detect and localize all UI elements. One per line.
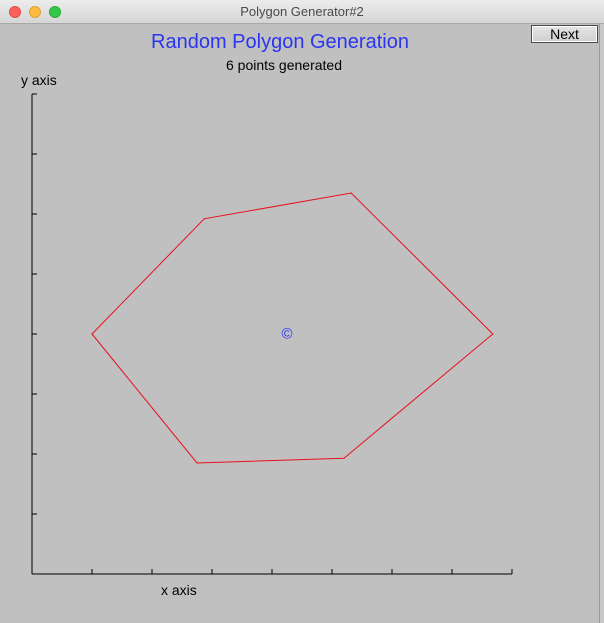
next-button[interactable]: Next — [531, 25, 598, 43]
polygon-vertices — [91, 192, 494, 464]
close-window-button[interactable] — [9, 6, 21, 18]
x-axis-label: x axis — [161, 582, 197, 598]
window-title: Polygon Generator#2 — [240, 4, 364, 19]
polygon-vertex — [350, 192, 352, 194]
axes — [31, 93, 513, 575]
polygon-vertex — [196, 462, 198, 464]
chart-subtitle: 6 points generated — [226, 57, 342, 73]
polygon-vertex — [203, 218, 205, 220]
polygon-vertex — [91, 333, 93, 335]
centroid-marker: © — [281, 326, 292, 343]
polygon-vertex — [343, 457, 345, 459]
title-bar[interactable]: Polygon Generator#2 — [0, 0, 604, 24]
y-axis-label: y axis — [21, 72, 57, 88]
polygon-vertex — [492, 333, 494, 335]
minimize-window-button[interactable] — [29, 6, 41, 18]
maximize-window-button[interactable] — [49, 6, 61, 18]
window-edge — [599, 24, 604, 623]
chart-title: Random Polygon Generation — [151, 31, 409, 53]
